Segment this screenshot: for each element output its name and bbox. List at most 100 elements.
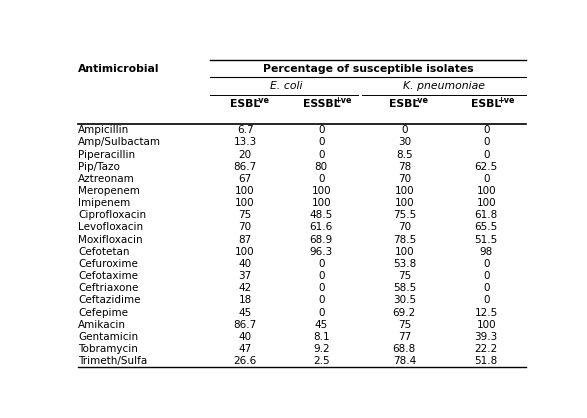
Text: Ceftriaxone: Ceftriaxone	[78, 283, 139, 293]
Text: 0: 0	[318, 125, 325, 135]
Text: 30: 30	[398, 138, 411, 148]
Text: Antimicrobial: Antimicrobial	[78, 64, 160, 74]
Text: 78.5: 78.5	[393, 234, 416, 245]
Text: 100: 100	[394, 186, 414, 196]
Text: Imipenem: Imipenem	[78, 198, 130, 208]
Text: 30.5: 30.5	[393, 296, 416, 306]
Text: 0: 0	[318, 259, 325, 269]
Text: 13.3: 13.3	[234, 138, 257, 148]
Text: 0: 0	[483, 296, 490, 306]
Text: +ve: +ve	[334, 96, 352, 104]
Text: K. pneumoniae: K. pneumoniae	[403, 81, 485, 91]
Text: 80: 80	[315, 162, 328, 172]
Text: 100: 100	[235, 198, 255, 208]
Text: Cefotaxime: Cefotaxime	[78, 271, 138, 281]
Text: Percentage of susceptible isolates: Percentage of susceptible isolates	[262, 64, 473, 74]
Text: Piperacillin: Piperacillin	[78, 150, 135, 160]
Text: 100: 100	[312, 198, 331, 208]
Text: Ampicillin: Ampicillin	[78, 125, 129, 135]
Text: -ve: -ve	[415, 96, 429, 104]
Text: 70: 70	[238, 222, 252, 232]
Text: Tobramycin: Tobramycin	[78, 344, 138, 354]
Text: 78: 78	[398, 162, 411, 172]
Text: 100: 100	[394, 247, 414, 257]
Text: 0: 0	[483, 125, 490, 135]
Text: Cefotetan: Cefotetan	[78, 247, 129, 257]
Text: 58.5: 58.5	[393, 283, 416, 293]
Text: E. coli: E. coli	[270, 81, 302, 91]
Text: 86.7: 86.7	[234, 320, 257, 330]
Text: 0: 0	[483, 259, 490, 269]
Text: 68.8: 68.8	[393, 344, 416, 354]
Text: 61.8: 61.8	[475, 210, 498, 220]
Text: 18: 18	[238, 296, 252, 306]
Text: 0: 0	[318, 138, 325, 148]
Text: 68.9: 68.9	[310, 234, 333, 245]
Text: 0: 0	[318, 296, 325, 306]
Text: 98: 98	[480, 247, 493, 257]
Text: 0: 0	[401, 125, 407, 135]
Text: Trimeth/Sulfa: Trimeth/Sulfa	[78, 356, 147, 366]
Text: Moxifloxacin: Moxifloxacin	[78, 234, 143, 245]
Text: 40: 40	[238, 259, 252, 269]
Text: 100: 100	[477, 198, 496, 208]
Text: Aztreonam: Aztreonam	[78, 174, 134, 184]
Text: 9.2: 9.2	[313, 344, 330, 354]
Text: 0: 0	[483, 174, 490, 184]
Text: 62.5: 62.5	[475, 162, 498, 172]
Text: 61.6: 61.6	[310, 222, 333, 232]
Text: 100: 100	[394, 198, 414, 208]
Text: 0: 0	[483, 138, 490, 148]
Text: 0: 0	[483, 271, 490, 281]
Text: Gentamicin: Gentamicin	[78, 332, 138, 342]
Text: 77: 77	[398, 332, 411, 342]
Text: 100: 100	[312, 186, 331, 196]
Text: 47: 47	[238, 344, 252, 354]
Text: Levofloxacin: Levofloxacin	[78, 222, 143, 232]
Text: Amp/Sulbactam: Amp/Sulbactam	[78, 138, 161, 148]
Text: ESBL: ESBL	[389, 99, 420, 109]
Text: 53.8: 53.8	[393, 259, 416, 269]
Text: 0: 0	[318, 150, 325, 160]
Text: 45: 45	[315, 320, 328, 330]
Text: 8.5: 8.5	[396, 150, 413, 160]
Text: 22.2: 22.2	[475, 344, 498, 354]
Text: 51.5: 51.5	[475, 234, 498, 245]
Text: -ve: -ve	[255, 96, 269, 104]
Text: 0: 0	[318, 308, 325, 318]
Text: 0: 0	[318, 283, 325, 293]
Text: ESBL: ESBL	[471, 99, 501, 109]
Text: 45: 45	[238, 308, 252, 318]
Text: 2.5: 2.5	[313, 356, 330, 366]
Text: Cefuroxime: Cefuroxime	[78, 259, 138, 269]
Text: 78.4: 78.4	[393, 356, 416, 366]
Text: 70: 70	[398, 174, 411, 184]
Text: 0: 0	[318, 271, 325, 281]
Text: 0: 0	[483, 150, 490, 160]
Text: 65.5: 65.5	[475, 222, 498, 232]
Text: 40: 40	[238, 332, 252, 342]
Text: 75: 75	[398, 271, 411, 281]
Text: 39.3: 39.3	[475, 332, 498, 342]
Text: 100: 100	[477, 320, 496, 330]
Text: Pip/Tazo: Pip/Tazo	[78, 162, 120, 172]
Text: Meropenem: Meropenem	[78, 186, 140, 196]
Text: ESSBL: ESSBL	[302, 99, 340, 109]
Text: 75: 75	[398, 320, 411, 330]
Text: 48.5: 48.5	[310, 210, 333, 220]
Text: 87: 87	[238, 234, 252, 245]
Text: 86.7: 86.7	[234, 162, 257, 172]
Text: 100: 100	[477, 186, 496, 196]
Text: ESBL: ESBL	[230, 99, 260, 109]
Text: 51.8: 51.8	[475, 356, 498, 366]
Text: 6.7: 6.7	[237, 125, 254, 135]
Text: Cefepime: Cefepime	[78, 308, 128, 318]
Text: 0: 0	[483, 283, 490, 293]
Text: Ciprofloxacin: Ciprofloxacin	[78, 210, 146, 220]
Text: 100: 100	[235, 186, 255, 196]
Text: 100: 100	[235, 247, 255, 257]
Text: 8.1: 8.1	[313, 332, 330, 342]
Text: Ceftazidime: Ceftazidime	[78, 296, 140, 306]
Text: 42: 42	[238, 283, 252, 293]
Text: 20: 20	[238, 150, 252, 160]
